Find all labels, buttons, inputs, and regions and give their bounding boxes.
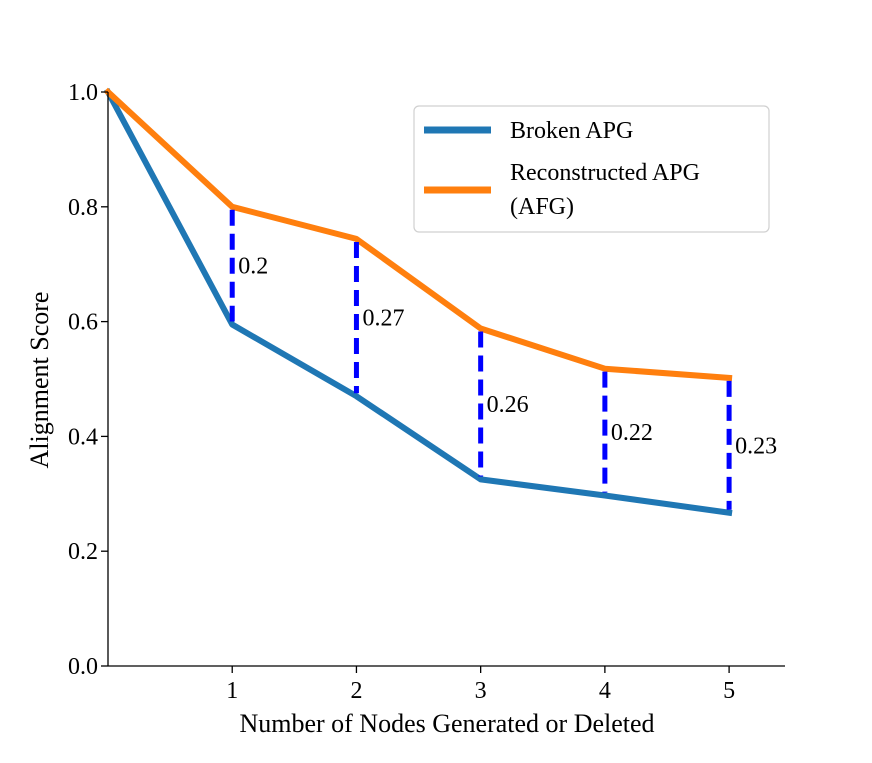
- y-tick-label: 0.8: [68, 195, 98, 221]
- gap-label: 0.2: [238, 254, 268, 280]
- x-tick-label: 1: [226, 678, 238, 704]
- y-tick-label: 0.0: [68, 654, 98, 680]
- series-line-1: [103, 87, 733, 517]
- y-tick-label: 0.4: [68, 424, 98, 450]
- y-tick-label: 0.2: [68, 539, 98, 565]
- y-tick-label: 1.0: [68, 80, 98, 106]
- x-tick-label: 2: [350, 678, 362, 704]
- gap-label: 0.27: [362, 306, 404, 332]
- gap-label: 0.26: [487, 392, 529, 418]
- x-tick-label: 4: [599, 678, 611, 704]
- legend: Broken APG Reconstructed APG (AFG): [413, 105, 770, 233]
- x-axis-label: Number of Nodes Generated or Deleted: [239, 709, 654, 738]
- x-tick-label: 3: [475, 678, 487, 704]
- y-tick-label: 0.6: [68, 310, 98, 336]
- legend-label-2: Reconstructed APG: [510, 160, 700, 186]
- plot-area: 0.2 0.27 0.26 0.22 0.23: [103, 87, 777, 517]
- legend-box: [413, 105, 770, 233]
- gap-label: 0.22: [611, 420, 653, 446]
- gap-label: 0.23: [735, 433, 777, 459]
- y-axis-label: Alignment Score: [25, 292, 54, 469]
- axes: 0.0 0.2 0.4 0.6 0.8 1.0 1 2 3 4 5: [68, 80, 785, 704]
- legend-label-1: Broken APG: [510, 118, 633, 144]
- legend-label-2: (AFG): [510, 194, 574, 220]
- series-line-2: [103, 87, 733, 382]
- x-tick-label: 5: [723, 678, 735, 704]
